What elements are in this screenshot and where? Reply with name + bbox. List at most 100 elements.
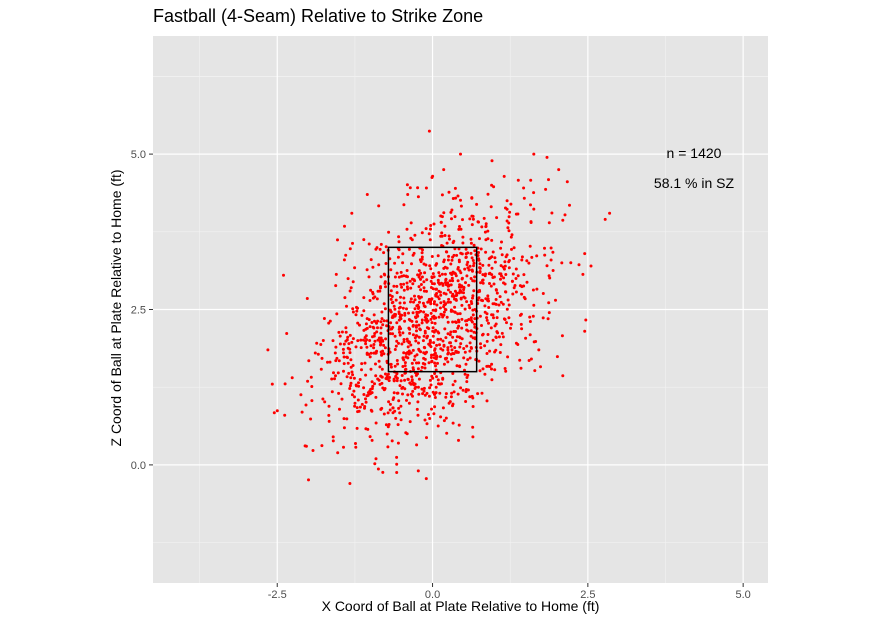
data-point [389,268,393,272]
data-point [456,279,460,283]
data-point [393,275,397,279]
data-point [457,247,461,251]
data-point [470,223,474,227]
data-point [465,274,469,278]
data-point [377,263,381,267]
data-point [419,277,422,281]
data-point [455,364,459,368]
data-point [400,285,404,289]
data-point [476,392,480,396]
data-point [425,317,428,321]
data-point [422,280,426,284]
data-point [507,303,511,307]
data-point [505,207,509,211]
data-point [445,266,449,270]
data-point [442,260,446,264]
data-point [379,286,382,290]
data-point [422,310,426,314]
data-point [403,313,407,317]
data-point [543,246,546,250]
data-point [427,232,431,236]
data-point [367,275,371,279]
data-point [420,231,424,235]
data-point [442,419,446,423]
data-point [409,286,413,290]
data-point [565,180,569,184]
data-point [554,298,557,302]
data-point [411,311,415,315]
data-point [342,417,346,421]
data-point [417,377,421,381]
data-point [465,376,469,379]
data-point [380,367,384,371]
data-point [363,361,367,365]
data-point [446,258,450,262]
data-point [381,323,385,327]
data-point [386,372,390,376]
data-point [402,338,406,341]
data-point [350,393,354,397]
data-point [461,218,464,222]
data-point [529,203,532,207]
data-point [442,266,446,270]
y-tick-label: 0.0 [131,460,146,472]
data-point [459,342,463,346]
data-point [364,400,368,404]
data-point [428,338,432,342]
data-point [447,190,451,194]
data-point [402,296,406,300]
data-point [497,335,501,339]
data-point [439,415,443,419]
data-point [507,221,511,225]
data-point [525,259,529,263]
data-point [450,276,454,280]
data-point [372,313,376,317]
data-point [327,413,331,417]
data-point [547,178,550,182]
data-point [531,288,535,292]
data-point [461,388,465,392]
data-point [466,266,470,270]
data-point [439,337,443,341]
data-point [478,369,482,373]
data-point [500,240,503,244]
data-point [353,401,357,405]
data-point [446,332,450,336]
data-point [342,258,346,262]
data-point [431,376,435,380]
data-point [465,300,469,304]
data-point [349,358,353,362]
data-point [504,273,508,276]
data-point [369,367,373,371]
data-point [464,247,468,251]
data-point [357,384,361,388]
data-point [490,362,494,366]
data-point [484,225,488,229]
data-point [416,367,420,371]
data-point [399,282,403,286]
data-point [388,293,392,297]
data-point [432,222,436,226]
data-point [506,298,510,302]
data-point [483,304,487,308]
data-point [428,238,432,242]
data-point [409,297,413,301]
data-point [467,303,471,307]
data-point [400,374,404,377]
data-point [461,235,465,239]
data-point [428,264,432,268]
data-point [391,411,395,415]
data-point [349,376,353,380]
data-point [453,186,457,190]
x-tick-label: 5.0 [736,589,751,601]
data-point [351,310,355,314]
data-point [374,362,377,366]
data-point [405,307,408,311]
data-point [402,282,406,286]
data-point [379,350,383,354]
data-point [430,276,434,280]
data-point [323,400,327,404]
data-point [471,308,475,312]
data-point [427,129,431,133]
data-point [338,407,341,411]
